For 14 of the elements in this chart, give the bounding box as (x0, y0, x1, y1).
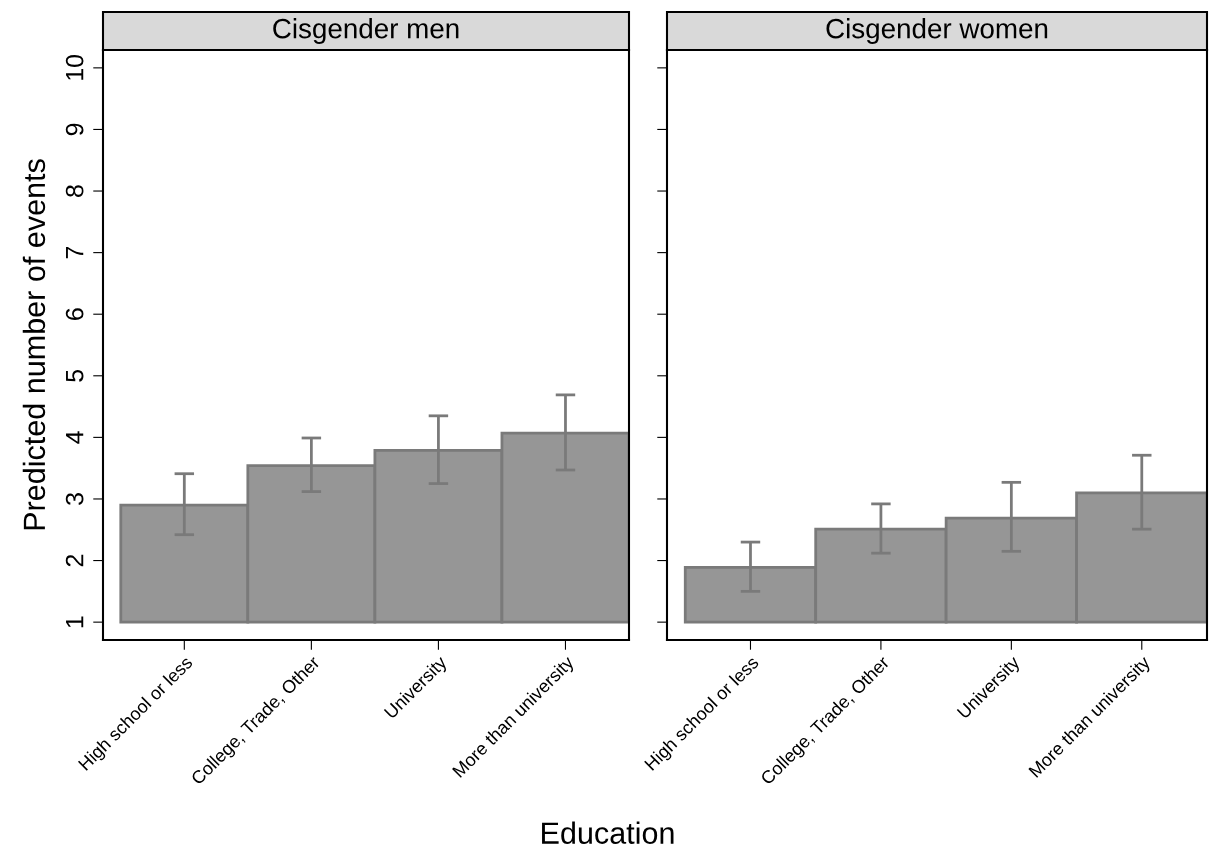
y-tick-label: 2 (65, 554, 84, 567)
x-axis-title: Education (542, 821, 674, 844)
y-tick-label: 10 (65, 54, 84, 80)
y-tick-label: 9 (65, 123, 84, 136)
y-tick-label: 1 (66, 616, 84, 628)
chart-title: Cisgender women (826, 18, 1048, 44)
y-tick-label: 6 (65, 308, 84, 320)
y-axis-title: Predicted number of events (22, 159, 46, 530)
y-tick-label: 8 (65, 185, 84, 197)
y-tick-label: 5 (66, 369, 84, 382)
y-tick-label: 4 (66, 431, 84, 444)
y-tick-label: 3 (65, 493, 84, 505)
chart-title: Cisgender men (273, 18, 459, 44)
y-tick-label: 7 (66, 246, 84, 259)
